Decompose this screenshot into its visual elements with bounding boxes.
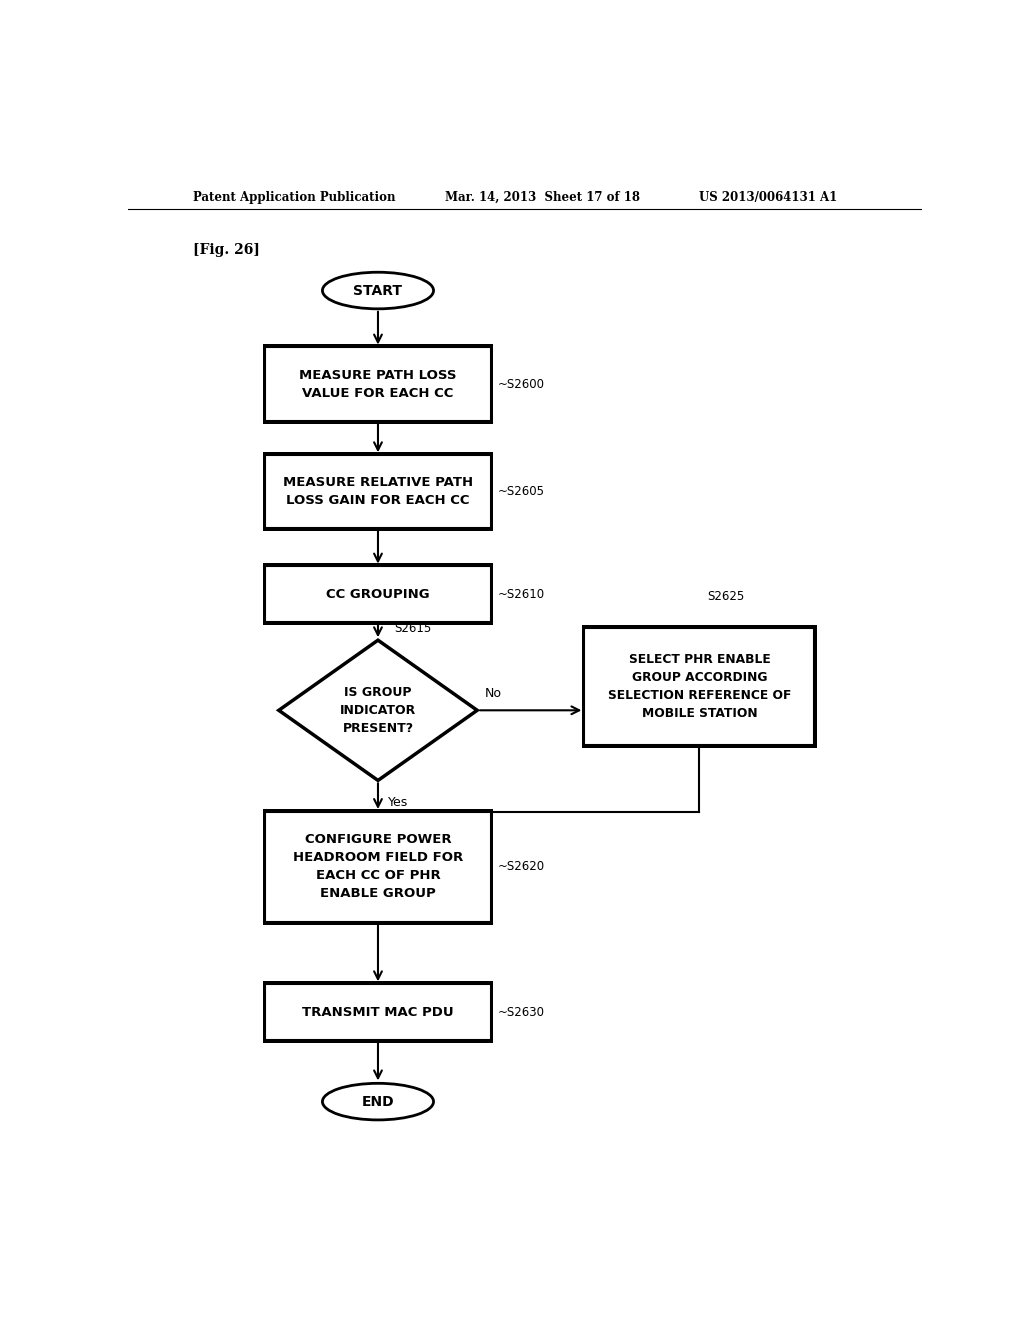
Text: ~S2620: ~S2620 [498, 861, 545, 874]
Text: Yes: Yes [387, 796, 408, 809]
Text: ~S2600: ~S2600 [498, 378, 545, 391]
Text: [Fig. 26]: [Fig. 26] [194, 243, 260, 257]
Text: START: START [353, 284, 402, 297]
Text: US 2013/0064131 A1: US 2013/0064131 A1 [699, 190, 838, 203]
FancyBboxPatch shape [265, 455, 492, 528]
FancyBboxPatch shape [262, 345, 494, 424]
Text: ~S2605: ~S2605 [498, 486, 545, 498]
Polygon shape [279, 640, 477, 780]
FancyBboxPatch shape [262, 981, 494, 1043]
FancyBboxPatch shape [262, 809, 494, 925]
FancyBboxPatch shape [585, 628, 814, 746]
Text: No: No [485, 688, 502, 700]
Text: S2625: S2625 [708, 590, 744, 603]
FancyBboxPatch shape [262, 564, 494, 626]
Text: IS GROUP
INDICATOR
PRESENT?: IS GROUP INDICATOR PRESENT? [340, 686, 416, 735]
Text: ~S2630: ~S2630 [498, 1006, 545, 1019]
Text: END: END [361, 1094, 394, 1109]
Text: CONFIGURE POWER
HEADROOM FIELD FOR
EACH CC OF PHR
ENABLE GROUP: CONFIGURE POWER HEADROOM FIELD FOR EACH … [293, 833, 463, 900]
Text: MEASURE RELATIVE PATH
LOSS GAIN FOR EACH CC: MEASURE RELATIVE PATH LOSS GAIN FOR EACH… [283, 477, 473, 507]
FancyBboxPatch shape [262, 453, 494, 532]
Text: SELECT PHR ENABLE
GROUP ACCORDING
SELECTION REFERENCE OF
MOBILE STATION: SELECT PHR ENABLE GROUP ACCORDING SELECT… [607, 653, 792, 721]
Text: Mar. 14, 2013  Sheet 17 of 18: Mar. 14, 2013 Sheet 17 of 18 [445, 190, 640, 203]
Text: TRANSMIT MAC PDU: TRANSMIT MAC PDU [302, 1006, 454, 1019]
Text: MEASURE PATH LOSS
VALUE FOR EACH CC: MEASURE PATH LOSS VALUE FOR EACH CC [299, 368, 457, 400]
Ellipse shape [323, 1084, 433, 1119]
FancyBboxPatch shape [265, 985, 492, 1040]
Ellipse shape [323, 272, 433, 309]
Text: CC GROUPING: CC GROUPING [327, 587, 430, 601]
Text: S2615: S2615 [394, 622, 431, 635]
FancyBboxPatch shape [265, 347, 492, 421]
Text: ~S2610: ~S2610 [498, 587, 545, 601]
FancyBboxPatch shape [265, 812, 492, 921]
FancyBboxPatch shape [265, 566, 492, 623]
Text: Patent Application Publication: Patent Application Publication [194, 190, 395, 203]
FancyBboxPatch shape [582, 626, 817, 748]
